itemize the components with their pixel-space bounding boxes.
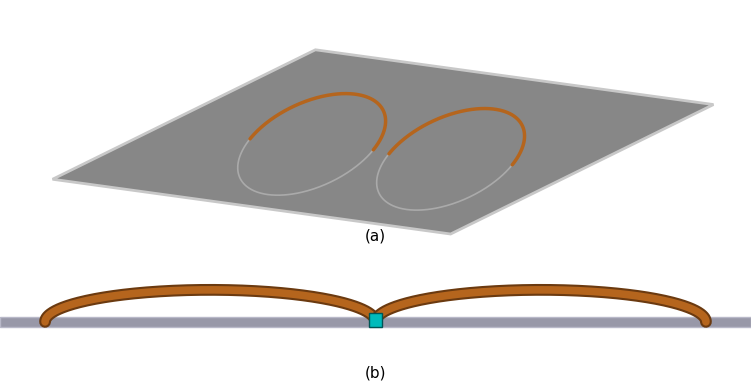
Bar [0,317,751,327]
Text: (b): (b) [365,365,386,380]
Bar [369,313,382,327]
Polygon shape [53,50,713,234]
Text: (a): (a) [365,229,386,244]
